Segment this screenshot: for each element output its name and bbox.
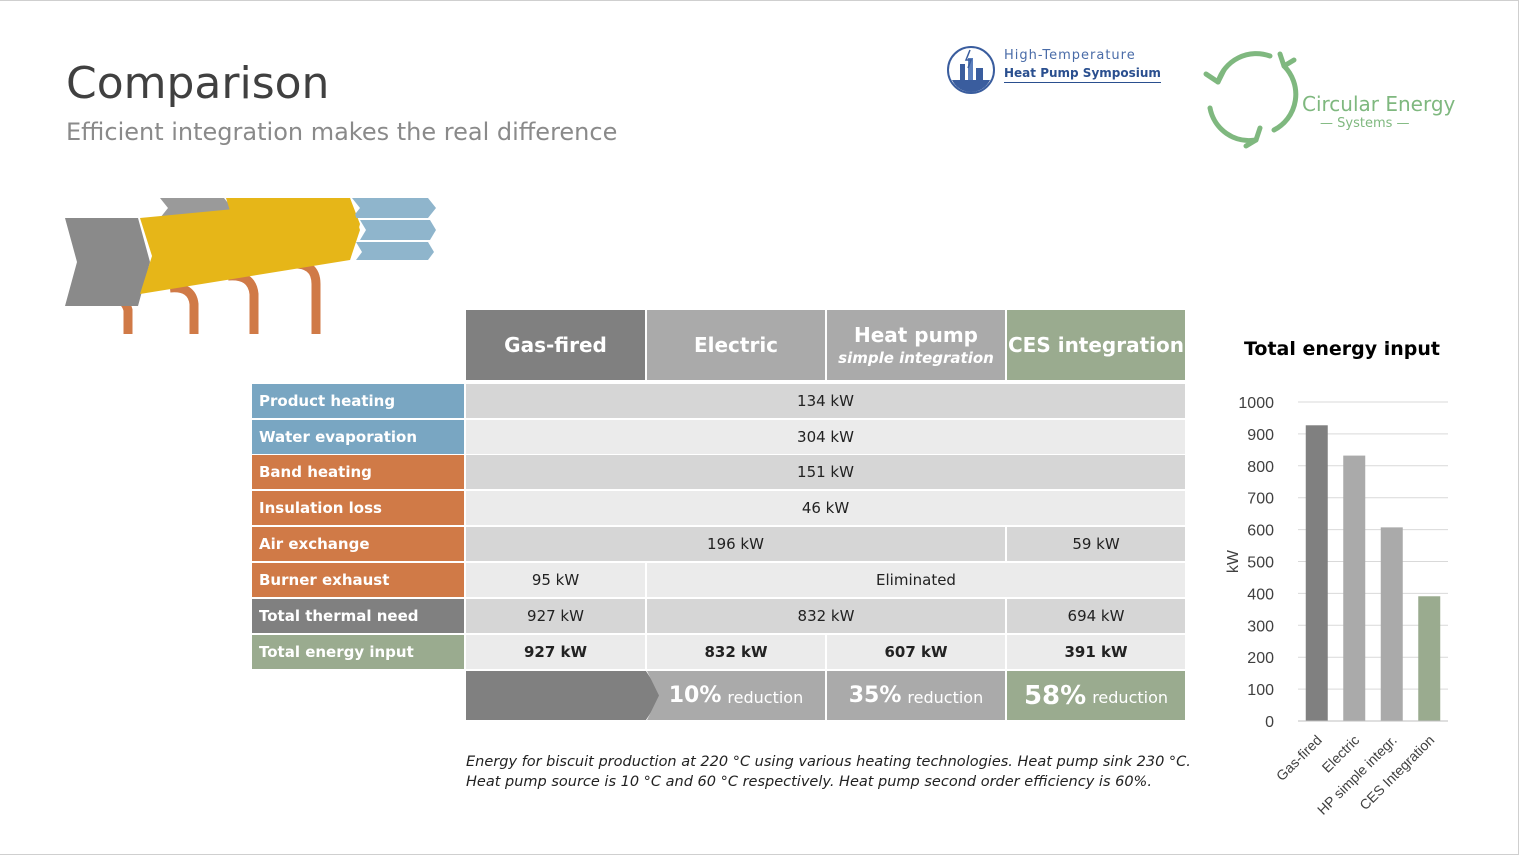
y-tick-label: 400 [1247,586,1274,603]
row-label-total-energy-input: Total energy input [252,635,464,669]
reduction-baseline-arrow [466,671,662,720]
table-cell: 59 kW [1007,527,1185,561]
ces-logo-line2-text: Systems [1337,116,1393,131]
row-label-total-thermal-need: Total thermal need [252,599,464,633]
column-header-gas-fired: Gas-fired [466,310,645,380]
y-tick-label: 500 [1247,555,1274,572]
table-cell: 151 kW [466,455,1185,489]
bar [1343,455,1366,721]
x-tick-label: Gas-fired [1273,732,1325,784]
row-label-burner-exhaust: Burner exhaust [252,563,464,597]
table-cell: Eliminated [647,563,1185,597]
column-header-heat-pump: Heat pump simple integration [827,310,1005,380]
energy-flow-graphic [65,198,436,334]
reduction-percent: 35% [848,683,902,708]
table-cell: 607 kW [827,635,1005,669]
chart-title: Total energy input [1243,338,1441,360]
footnote-line2: Heat pump source is 10 °C and 60 °C resp… [466,774,1152,790]
row-label-water-evaporation: Water evaporation [252,420,464,454]
ces-logo: Circular Energy — Systems — [1200,44,1460,154]
table-cell: 927 kW [466,599,645,633]
table-cell: 46 kW [466,491,1185,525]
ht-symposium-logo: High-Temperature Heat Pump Symposium [946,44,1161,100]
y-tick-label: 0 [1265,714,1274,731]
table-cell: 391 kW [1007,635,1185,669]
y-tick-label: 1000 [1238,395,1274,412]
y-axis-label: kW [1225,549,1242,573]
page-title: Comparison [66,58,330,109]
column-header-label: Electric [693,333,779,357]
y-tick-label: 900 [1247,427,1274,444]
footnote-line1: Energy for biscuit production at 220 °C … [466,754,1191,770]
ces-logo-line2: — Systems — [1320,116,1410,131]
column-header-label: Heat pump [853,323,979,347]
reduction-percent: 58% [1023,680,1087,711]
heat-pump-emblem-icon [947,46,995,94]
reduction-word: reduction [727,688,804,707]
ht-logo-line1: High-Temperature [1004,48,1136,63]
page-subtitle: Efficient integration makes the real dif… [66,118,618,146]
row-label-product-heating: Product heating [252,384,464,418]
y-tick-label: 200 [1247,650,1274,667]
ces-logo-line1: Circular Energy [1302,92,1456,116]
bar [1418,596,1441,721]
reduction-word: reduction [1092,688,1169,707]
reduction-heat-pump: 35% reduction [827,671,1005,720]
table-cell: 694 kW [1007,599,1185,633]
column-header-sublabel: simple integration [838,349,994,367]
table-cell: 832 kW [647,635,825,669]
reduction-word: reduction [907,688,984,707]
bar [1305,425,1328,721]
footnote: Energy for biscuit production at 220 °C … [466,752,1191,792]
column-header-ces: CES integration [1007,310,1185,380]
column-header-electric: Electric [647,310,825,380]
y-tick-label: 300 [1247,618,1274,635]
table-cell: 95 kW [466,563,645,597]
row-label-band-heating: Band heating [252,455,464,489]
ht-logo-line2: Heat Pump Symposium [1004,66,1161,83]
y-tick-label: 800 [1247,459,1274,476]
y-tick-label: 100 [1247,682,1274,699]
table-cell: 927 kW [466,635,645,669]
table-cell: 196 kW [466,527,1005,561]
reduction-electric: 10% reduction [647,671,825,720]
y-tick-label: 700 [1247,491,1274,508]
bar [1380,527,1403,721]
reduction-ces: 58% reduction [1007,671,1185,720]
column-header-label: CES integration [1008,333,1184,357]
circular-arrows-icon [1203,51,1299,149]
y-tick-label: 600 [1247,523,1274,540]
reduction-percent: 10% [668,683,722,708]
table-cell: 304 kW [466,420,1185,454]
energy-bar-chart: 0 100 200 300 400 500 600 700 800 900 1000 kW Gas-fi… [1225,395,1448,818]
row-label-air-exchange: Air exchange [252,527,464,561]
column-header-label: Gas-fired [504,333,607,357]
table-cell: 832 kW [647,599,1005,633]
row-label-insulation-loss: Insulation loss [252,491,464,525]
table-cell: 134 kW [466,384,1185,418]
